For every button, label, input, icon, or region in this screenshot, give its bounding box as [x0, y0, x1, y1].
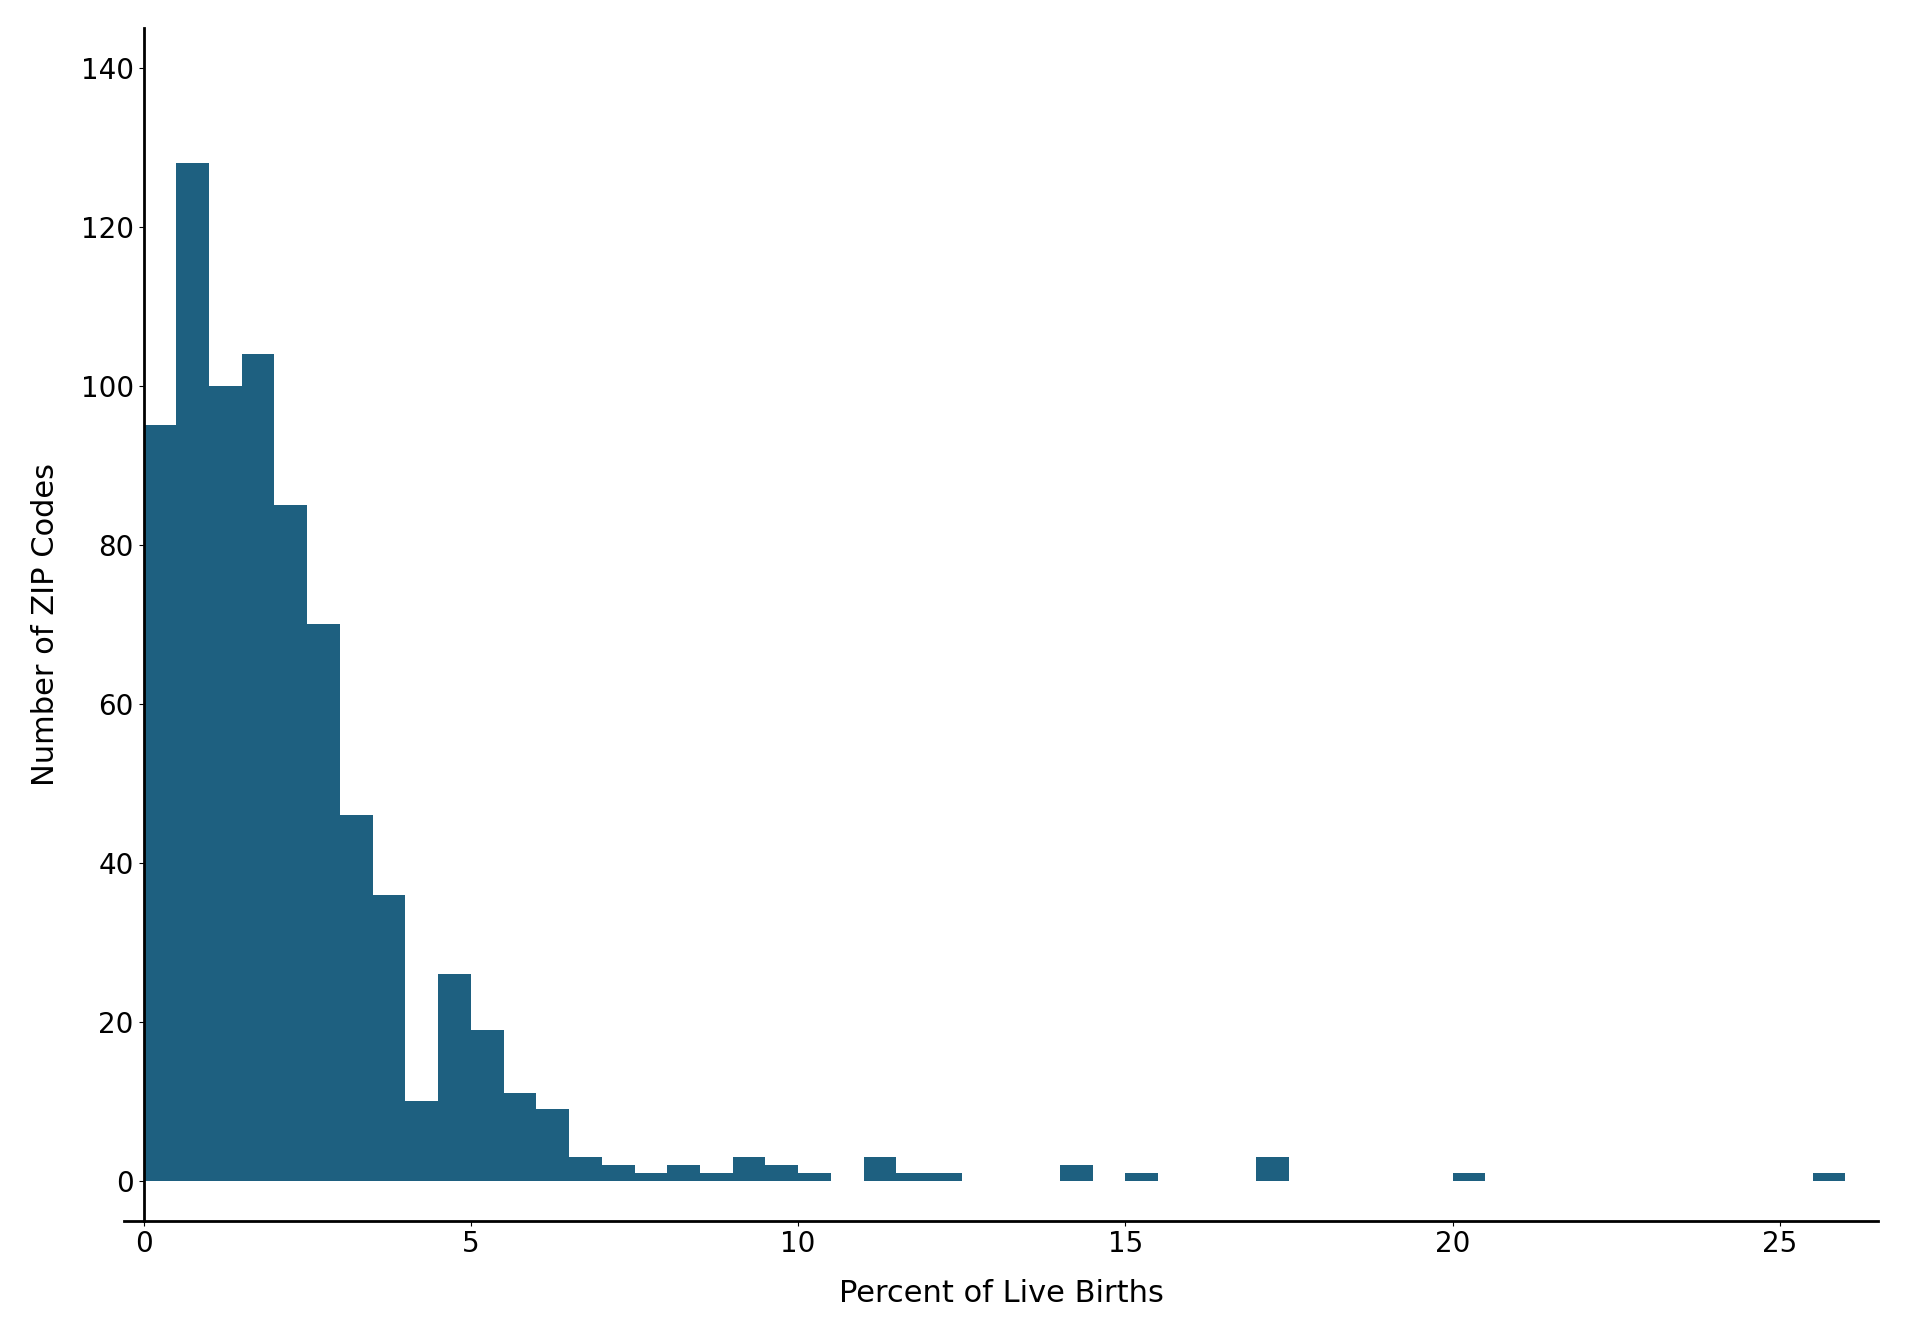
- Bar: [667, 1165, 699, 1181]
- Bar: [471, 1030, 503, 1181]
- Bar: [928, 1173, 962, 1181]
- Bar: [242, 354, 274, 1181]
- Bar: [863, 1157, 895, 1181]
- Bar: [1059, 1165, 1092, 1181]
- Bar: [766, 1165, 798, 1181]
- Bar: [798, 1173, 831, 1181]
- Bar: [1812, 1173, 1844, 1181]
- Bar: [406, 1101, 438, 1181]
- Bar: [307, 624, 339, 1181]
- Bar: [895, 1173, 928, 1181]
- Bar: [570, 1157, 602, 1181]
- Bar: [143, 425, 175, 1181]
- Bar: [438, 974, 471, 1181]
- Bar: [1124, 1173, 1158, 1181]
- Bar: [274, 505, 307, 1181]
- Bar: [210, 386, 242, 1181]
- Bar: [634, 1173, 667, 1181]
- Bar: [373, 895, 406, 1181]
- Bar: [732, 1157, 766, 1181]
- Bar: [602, 1165, 634, 1181]
- Bar: [503, 1093, 535, 1181]
- Bar: [1452, 1173, 1484, 1181]
- Bar: [339, 815, 373, 1181]
- Bar: [1255, 1157, 1288, 1181]
- Y-axis label: Number of ZIP Codes: Number of ZIP Codes: [30, 462, 59, 786]
- Bar: [535, 1109, 570, 1181]
- X-axis label: Percent of Live Births: Percent of Live Births: [838, 1280, 1162, 1308]
- Bar: [699, 1173, 732, 1181]
- Bar: [175, 163, 210, 1181]
